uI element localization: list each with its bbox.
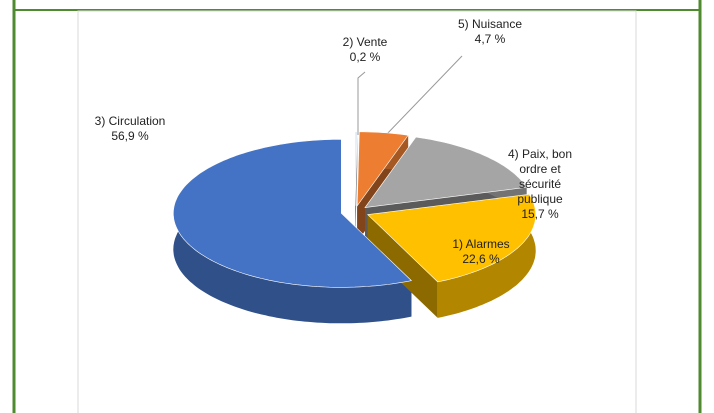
label-name: 2) Vente [342, 35, 388, 49]
data-label: 2) Vente 0,2 % [330, 35, 400, 65]
slice [364, 136, 528, 208]
chart-area [77, 10, 637, 413]
slice [354, 131, 358, 206]
slice [172, 138, 413, 288]
slice-side [437, 194, 536, 318]
data-label: 5) Nuisance 4,7 % [440, 17, 540, 47]
data-label: 4) Paix, bon ordre et sécurité publique 1… [500, 147, 580, 222]
data-label: 3) Circulation 56,9 % [75, 114, 185, 144]
label-name: 1) Alarmes [452, 237, 510, 251]
label-value: 15,7 % [521, 207, 559, 221]
label-value: 56,9 % [111, 129, 149, 143]
label-value: 0,2 % [349, 50, 381, 64]
slice [356, 131, 409, 207]
label-name: 5) Nuisance [457, 17, 523, 31]
data-label: 1) Alarmes 22,6 % [436, 237, 526, 267]
label-value: 22,6 % [462, 252, 500, 266]
leader-line [357, 71, 366, 135]
leader-line [384, 55, 463, 137]
slice-wall [367, 214, 438, 318]
label-name: 4) Paix, bon ordre et sécurité publique [507, 147, 573, 206]
label-value: 4,7 % [474, 32, 506, 46]
slice [367, 193, 537, 283]
label-name: 3) Circulation [94, 114, 166, 128]
